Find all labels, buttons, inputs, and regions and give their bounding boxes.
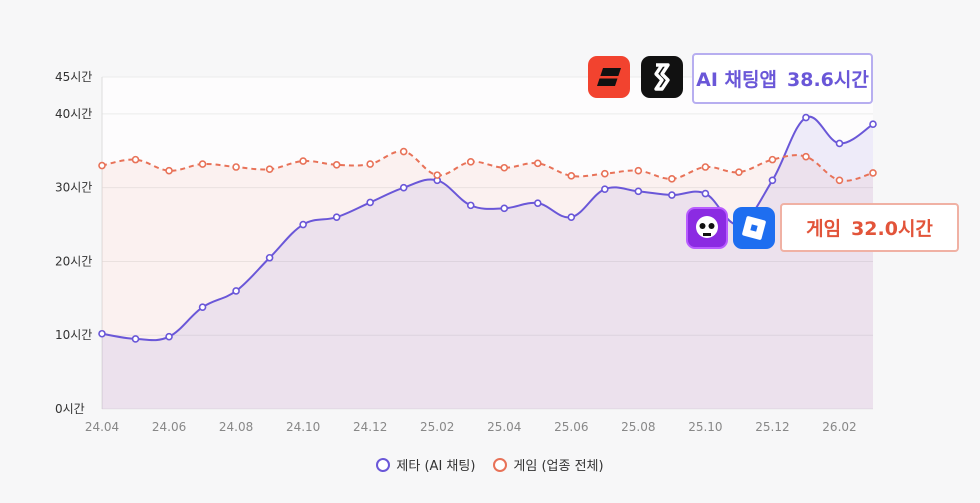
data-point: [869, 120, 877, 129]
data-point: [131, 335, 140, 343]
data-point: [768, 176, 777, 185]
data-point: [332, 213, 341, 221]
y-tick-label: 20시간: [55, 254, 92, 268]
data-point: [533, 159, 542, 168]
x-tick-label: 25.10: [688, 420, 722, 434]
game-callout-value: 32.0시간: [851, 218, 933, 240]
point-layer: [98, 113, 877, 343]
data-point: [500, 204, 509, 213]
data-point: [98, 161, 106, 170]
y-tick-label: 10시간: [55, 328, 92, 342]
x-tick-label: 24.08: [219, 420, 253, 434]
legend-swatch-game: [493, 457, 508, 472]
game-callout-label: 게임: [806, 218, 842, 240]
x-tick-label: 25.12: [755, 420, 789, 434]
data-point: [835, 139, 844, 148]
data-point: [668, 175, 676, 183]
ai-callout-value: 38.6시간: [787, 69, 869, 91]
y-tick-label: 30시간: [55, 181, 92, 195]
data-point: [399, 183, 408, 192]
data-point: [299, 157, 307, 165]
x-tick-label: 24.10: [286, 420, 320, 434]
data-point: [768, 155, 777, 164]
y-tick-label: 40시간: [55, 107, 92, 121]
y-tick-label: 0시간: [55, 402, 85, 416]
axis-label-layer: 0시간 10시간 20시간 30시간 40시간 45시간 24.04 24.06 24.08 24…: [55, 70, 857, 434]
data-point: [601, 185, 609, 193]
data-point: [668, 191, 676, 199]
x-tick-label: 25.08: [621, 420, 655, 434]
data-point: [165, 166, 173, 175]
x-tick-label: 25.02: [420, 420, 454, 434]
area-layer: [102, 116, 873, 410]
data-point: [835, 176, 844, 185]
legend-label-game: 게임 (업종 전체): [513, 459, 604, 474]
x-tick-label: 24.06: [152, 420, 186, 434]
zeta-app-icon: [588, 56, 630, 98]
data-point: [131, 155, 140, 164]
legend-swatch-zeta: [376, 457, 391, 472]
data-point: [802, 113, 810, 122]
legend-label-zeta: 제타 (AI 채팅): [396, 459, 476, 474]
x-tick-label: 24.12: [353, 420, 387, 434]
series-area-1: [102, 151, 873, 409]
y-tick-label: 45시간: [55, 70, 92, 84]
character-ai-app-icon: [641, 56, 683, 98]
data-point: [265, 253, 274, 262]
x-tick-label: 25.06: [554, 420, 588, 434]
data-point: [735, 168, 743, 176]
data-point: [98, 329, 106, 338]
data-point: [198, 303, 207, 311]
data-point: [567, 213, 576, 221]
legend-item-game: 게임 (업종 전체): [493, 455, 604, 474]
data-point: [802, 152, 810, 161]
data-point: [165, 332, 173, 341]
data-point: [332, 160, 341, 169]
data-point: [466, 158, 475, 166]
data-point: [601, 169, 609, 178]
data-point: [634, 187, 643, 196]
x-tick-label: 25.04: [487, 420, 521, 434]
data-point: [265, 165, 274, 174]
data-point: [634, 166, 643, 175]
series-area-0: [102, 116, 873, 410]
data-point: [701, 189, 710, 198]
data-point: [567, 172, 576, 180]
data-point: [701, 163, 710, 171]
ai-chat-callout: AI 채팅앱 38.6시간: [692, 53, 873, 104]
data-point: [366, 198, 374, 207]
data-point: [433, 171, 442, 179]
data-point: [500, 163, 509, 172]
data-point: [232, 287, 240, 295]
chart-legend: 제타 (AI 채팅) 게임 (업종 전체): [0, 455, 980, 474]
data-point: [399, 147, 408, 156]
x-tick-label: 26.02: [822, 420, 856, 434]
data-point: [869, 169, 877, 177]
game-callout: 게임 32.0시간: [780, 203, 959, 252]
x-tick-label: 24.04: [85, 420, 119, 434]
legend-item-zeta: 제타 (AI 채팅): [376, 455, 475, 474]
data-point: [466, 201, 475, 210]
brawl-stars-app-icon: [686, 207, 728, 249]
data-point: [299, 220, 307, 229]
data-point: [232, 163, 240, 171]
data-point: [533, 199, 542, 207]
data-point: [366, 160, 374, 168]
data-point: [198, 160, 207, 168]
ai-callout-label: AI 채팅앱: [696, 69, 777, 91]
roblox-app-icon: [733, 207, 775, 249]
